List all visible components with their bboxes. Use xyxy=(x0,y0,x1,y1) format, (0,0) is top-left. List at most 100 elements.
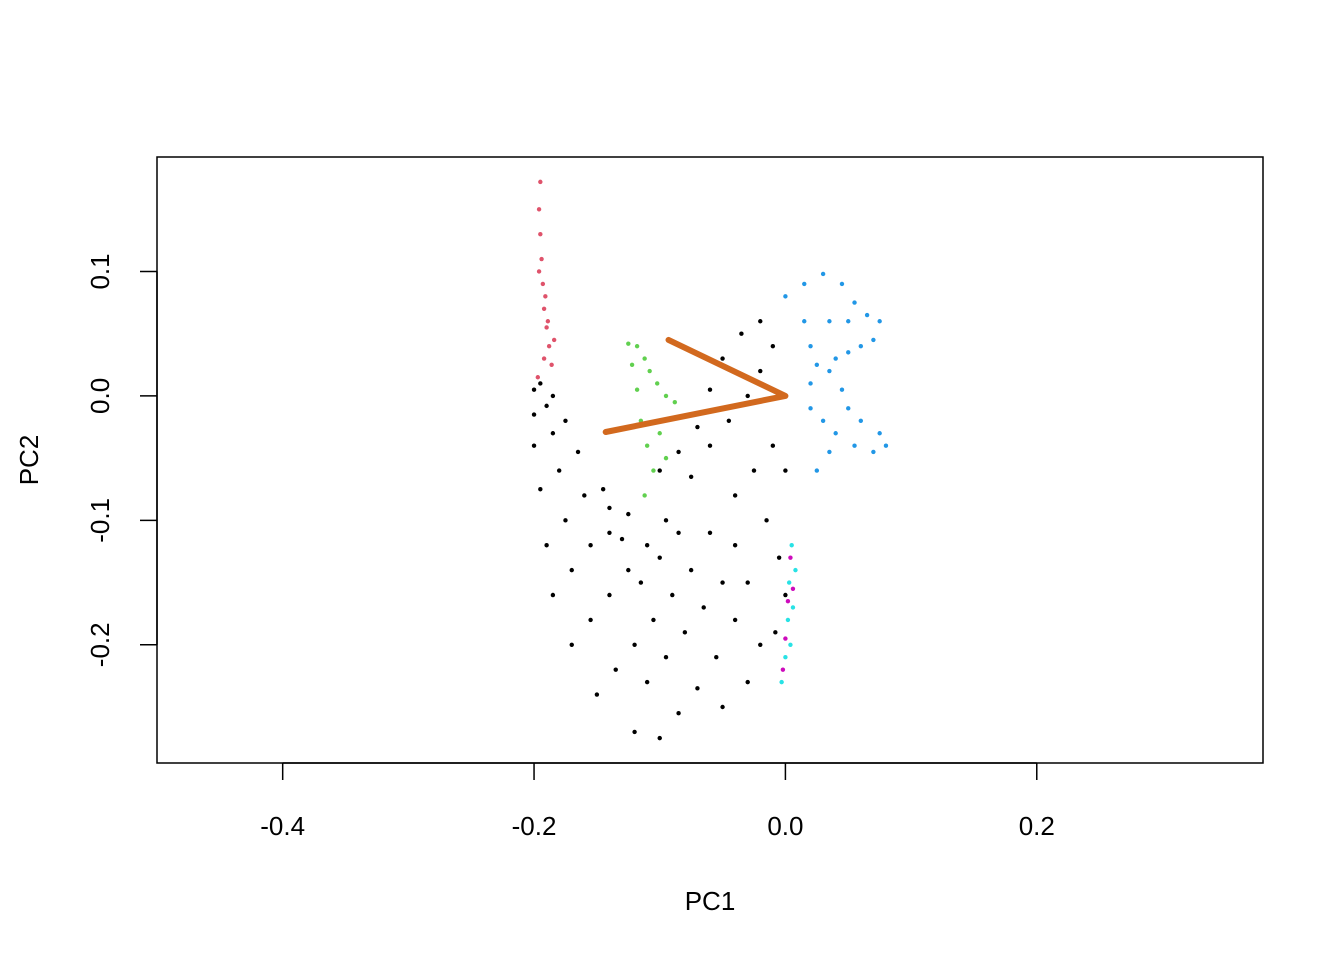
data-point xyxy=(569,567,574,573)
data-point xyxy=(688,567,694,573)
data-point xyxy=(783,655,788,660)
data-point xyxy=(544,325,549,330)
data-point xyxy=(543,294,548,299)
data-point xyxy=(790,586,796,591)
y-tick-label: 0.0 xyxy=(85,378,115,414)
data-point xyxy=(600,487,606,492)
y-tick-label: -0.2 xyxy=(85,622,115,667)
data-point xyxy=(594,692,600,697)
data-point xyxy=(538,381,543,386)
data-point xyxy=(541,306,547,312)
data-point xyxy=(783,636,788,641)
y-axis-title: PC2 xyxy=(14,435,44,486)
data-point xyxy=(676,711,681,716)
data-point xyxy=(538,179,543,185)
data-point xyxy=(682,630,688,635)
data-point xyxy=(663,518,669,523)
x-tick-label: -0.2 xyxy=(512,811,557,841)
data-point xyxy=(820,418,826,424)
data-point xyxy=(632,729,637,735)
data-point xyxy=(726,418,732,424)
x-tick-label: -0.4 xyxy=(260,811,305,841)
data-point xyxy=(536,269,542,274)
data-point xyxy=(531,412,537,417)
data-point xyxy=(695,686,700,691)
data-point xyxy=(588,617,593,623)
data-point xyxy=(846,350,851,355)
data-point xyxy=(647,368,652,374)
x-tick-label: 0.2 xyxy=(1019,811,1055,841)
x-tick-label: 0.0 xyxy=(767,811,803,841)
x-axis-title: PC1 xyxy=(685,886,736,916)
data-point xyxy=(550,431,556,436)
y-tick-label: 0.1 xyxy=(85,253,115,289)
data-point xyxy=(839,281,845,287)
data-point xyxy=(575,449,581,455)
data-point xyxy=(634,343,640,349)
data-point xyxy=(788,642,793,647)
data-point xyxy=(751,468,757,473)
data-point xyxy=(839,387,845,392)
data-point xyxy=(739,331,744,336)
data-point xyxy=(714,655,719,660)
data-point xyxy=(626,511,631,517)
data-point xyxy=(619,536,625,542)
y-axis: -0.2 -0.1 0.0 0.1 xyxy=(85,253,158,667)
data-point xyxy=(846,319,851,324)
data-point xyxy=(569,642,574,647)
data-point xyxy=(707,530,713,535)
data-point xyxy=(657,735,662,741)
data-point xyxy=(634,387,640,392)
data-point xyxy=(644,443,650,448)
data-point xyxy=(535,375,541,380)
data-point xyxy=(676,449,681,455)
data-point xyxy=(808,381,813,386)
data-point xyxy=(538,231,543,237)
data-point xyxy=(789,543,794,548)
data-point xyxy=(549,362,554,368)
data-point xyxy=(808,343,813,349)
data-point xyxy=(779,679,784,685)
data-point xyxy=(607,530,612,535)
data-point xyxy=(629,362,635,368)
data-point xyxy=(626,341,631,346)
data-point xyxy=(788,555,793,560)
data-point xyxy=(785,617,791,623)
plot-border xyxy=(156,156,1264,764)
data-point xyxy=(688,474,694,479)
data-point xyxy=(827,449,832,455)
data-point xyxy=(732,543,738,548)
data-point xyxy=(780,667,786,672)
data-point xyxy=(663,655,669,660)
data-point xyxy=(864,312,870,318)
data-point xyxy=(785,599,791,604)
data-point xyxy=(776,555,782,560)
data-point xyxy=(770,443,776,448)
data-point xyxy=(707,387,713,392)
data-point xyxy=(720,704,725,710)
data-point xyxy=(663,455,669,461)
data-point xyxy=(858,418,864,424)
data-point xyxy=(802,319,807,324)
data-point xyxy=(556,468,562,473)
data-point xyxy=(644,543,650,548)
data-point xyxy=(745,679,750,685)
data-point xyxy=(802,281,807,287)
x-axis: -0.4 -0.2 0.0 0.2 xyxy=(260,762,1055,841)
data-point xyxy=(732,493,738,498)
data-point xyxy=(531,387,537,392)
data-point xyxy=(551,337,557,343)
data-point xyxy=(720,580,725,585)
data-point xyxy=(833,356,838,361)
data-point xyxy=(852,443,857,448)
data-point xyxy=(663,393,669,399)
data-point xyxy=(545,319,551,324)
data-point xyxy=(676,530,681,535)
data-point xyxy=(790,605,796,610)
data-point xyxy=(745,393,750,399)
data-point xyxy=(745,580,750,585)
data-point xyxy=(846,406,851,411)
data-point xyxy=(764,518,769,523)
data-point xyxy=(588,543,593,548)
